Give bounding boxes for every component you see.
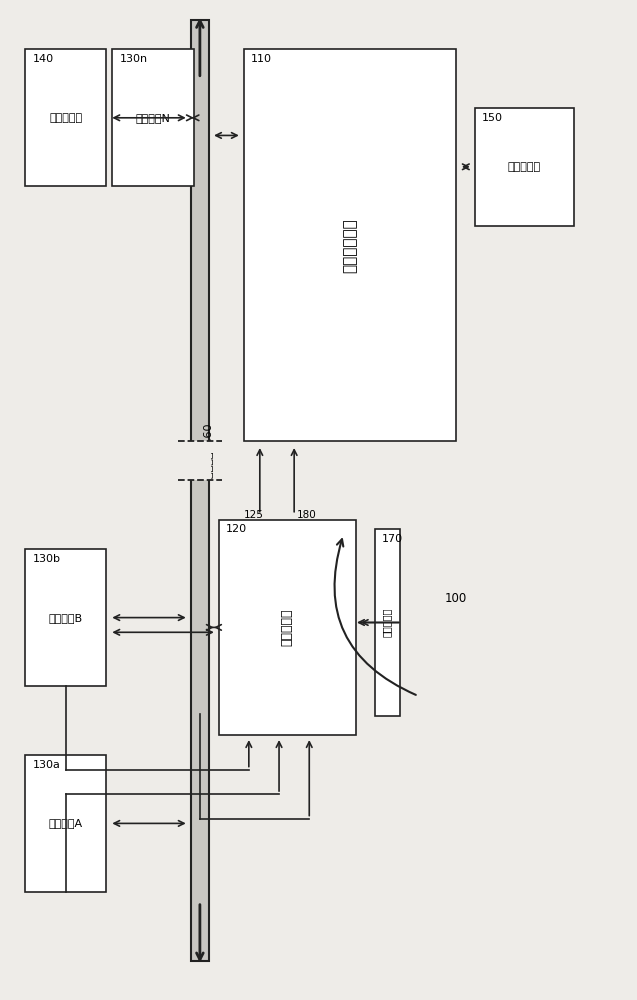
Text: 150: 150 <box>482 113 503 123</box>
FancyBboxPatch shape <box>475 108 575 226</box>
FancyBboxPatch shape <box>189 441 210 480</box>
Text: 外围装置N: 外围装置N <box>136 113 171 123</box>
FancyBboxPatch shape <box>375 529 399 716</box>
FancyArrowPatch shape <box>334 539 416 695</box>
Text: 130a: 130a <box>32 760 61 770</box>
FancyBboxPatch shape <box>25 549 106 686</box>
Text: 中断控制器: 中断控制器 <box>281 609 294 646</box>
Text: 110: 110 <box>251 54 272 64</box>
Text: 125: 125 <box>244 510 264 520</box>
Text: 外围装置A: 外围装置A <box>48 818 83 828</box>
FancyBboxPatch shape <box>25 755 106 892</box>
Text: 140: 140 <box>32 54 54 64</box>
Text: 模式存储器: 模式存储器 <box>382 608 392 637</box>
Text: 130n: 130n <box>120 54 148 64</box>
Text: 外围装置B: 外围装置B <box>48 613 83 623</box>
Text: 120: 120 <box>226 524 247 534</box>
Text: 中央处理单元: 中央处理单元 <box>342 218 357 273</box>
FancyBboxPatch shape <box>190 20 209 961</box>
FancyBboxPatch shape <box>25 49 106 186</box>
Text: 数据存储器: 数据存储器 <box>49 113 82 123</box>
FancyBboxPatch shape <box>218 520 356 735</box>
Text: 系统总线  160: 系统总线 160 <box>203 424 213 478</box>
FancyBboxPatch shape <box>113 49 194 186</box>
Text: 程序存储器: 程序存储器 <box>508 162 541 172</box>
Text: 130b: 130b <box>32 554 61 564</box>
Text: 180: 180 <box>297 510 317 520</box>
Text: 100: 100 <box>445 591 467 604</box>
FancyBboxPatch shape <box>243 49 456 441</box>
Text: 170: 170 <box>382 534 403 544</box>
